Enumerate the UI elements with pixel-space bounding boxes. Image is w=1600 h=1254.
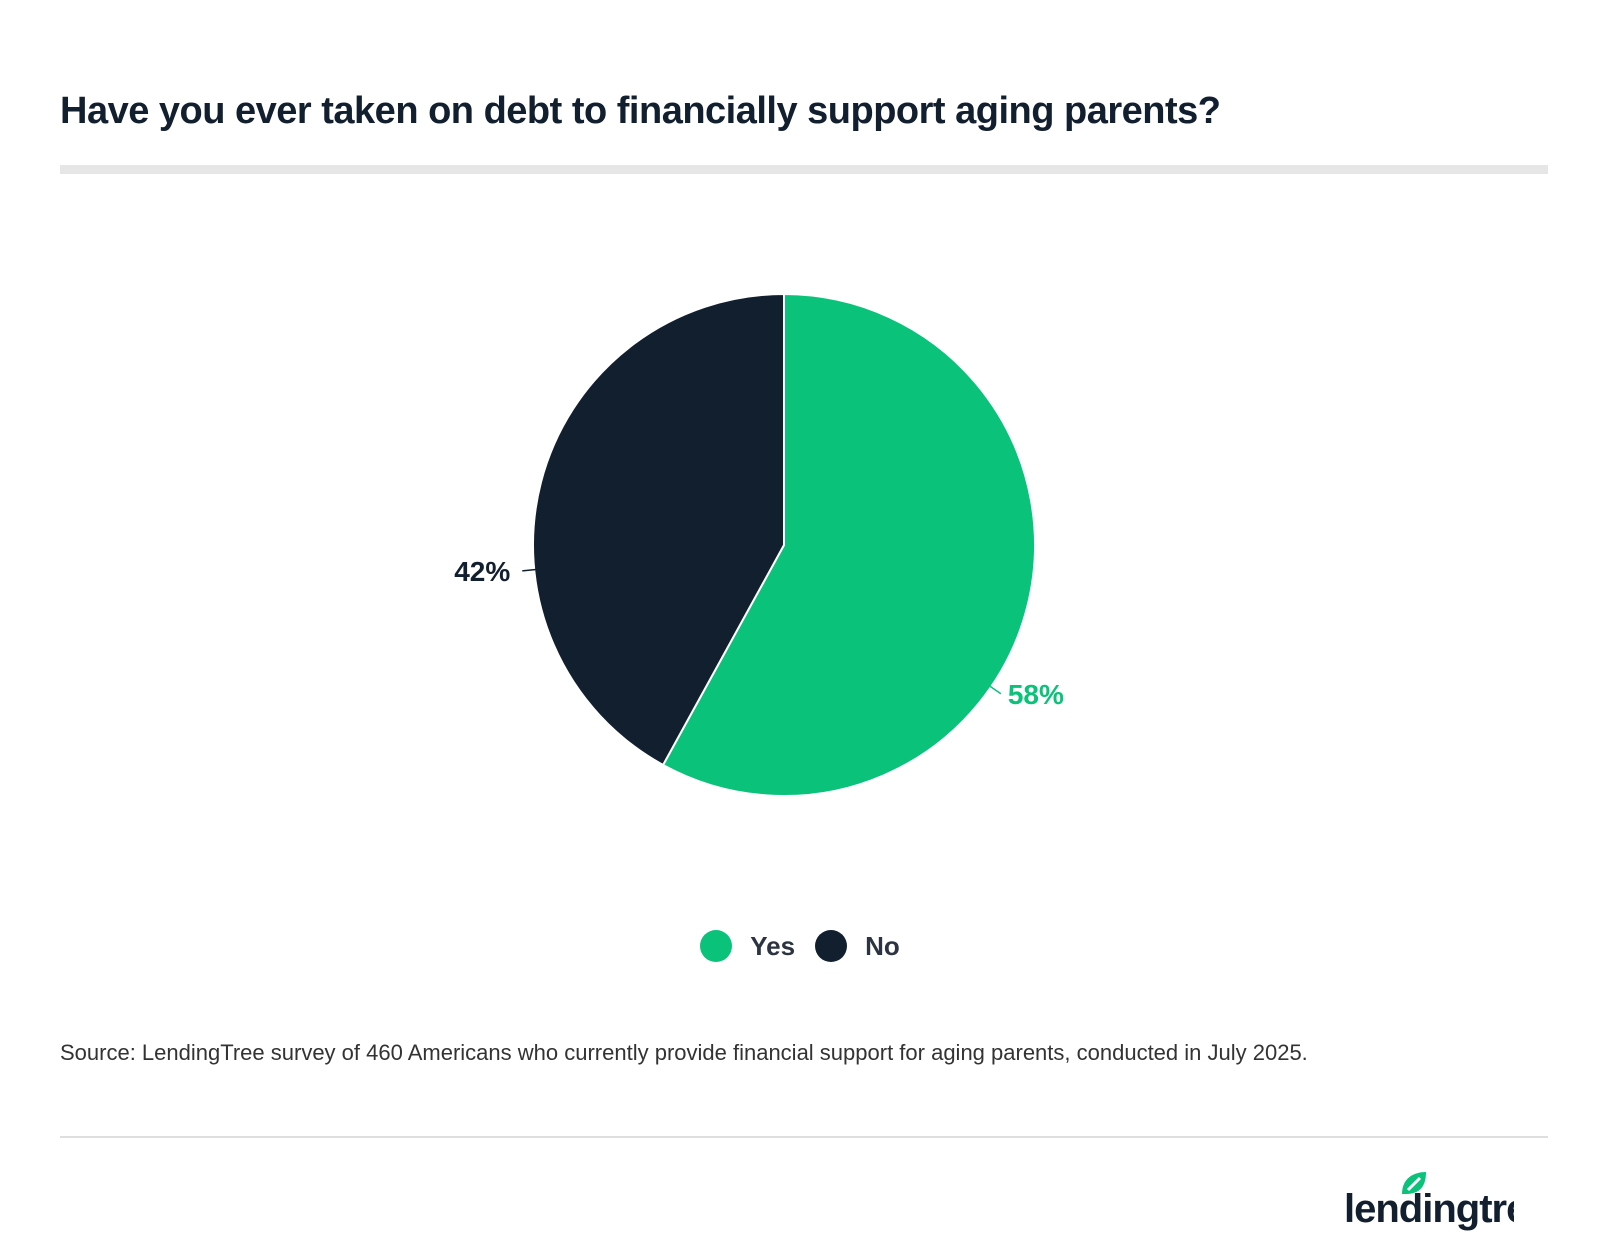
leader-line-yes [988,684,1002,695]
footer-divider [60,1136,1548,1138]
legend: Yes No [0,930,1600,962]
title-divider [60,165,1548,174]
legend-swatch-yes [700,930,733,962]
leader-line-no [522,568,538,572]
data-label-no: 42% [454,556,510,587]
data-label-yes: 58% [1008,679,1064,710]
legend-label-yes: Yes [750,930,796,961]
legend-item-no: No [815,930,900,962]
legend-item-yes: Yes [700,930,795,962]
legend-swatch-no [815,930,848,962]
logo-text: lendingtree [1344,1187,1514,1231]
chart-title: Have you ever taken on debt to financial… [60,90,1221,132]
pie-slice-yes [661,292,1036,797]
source-note: Source: LendingTree survey of 460 Americ… [60,1040,1308,1065]
pie-slice-no [532,292,785,767]
legend-label-no: No [865,930,900,961]
lendingtree-logo: lendingtree [1344,1172,1514,1231]
